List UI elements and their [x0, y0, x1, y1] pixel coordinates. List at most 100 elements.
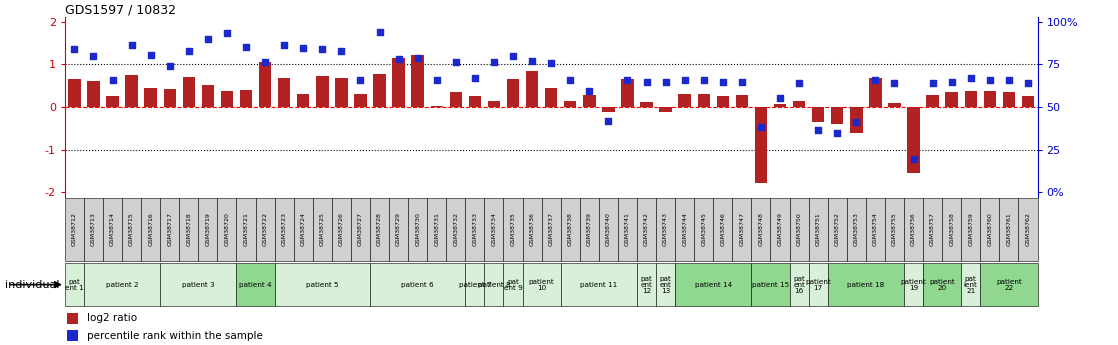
Point	[1018, 81, 1036, 86]
Bar	[923, 263, 961, 306]
Bar	[793, 101, 805, 107]
Bar	[1022, 96, 1034, 107]
Bar	[656, 263, 675, 306]
Bar	[430, 106, 443, 107]
Point	[485, 59, 503, 65]
Text: GSM38744: GSM38744	[682, 213, 688, 246]
Bar	[637, 198, 656, 261]
Text: GSM38721: GSM38721	[244, 213, 248, 246]
Text: GSM38716: GSM38716	[149, 213, 153, 246]
Text: GSM38736: GSM38736	[530, 213, 534, 246]
Bar	[313, 198, 332, 261]
Bar	[927, 95, 939, 107]
Bar	[865, 198, 885, 261]
Bar	[160, 198, 179, 261]
Point	[313, 47, 331, 52]
Bar	[522, 198, 541, 261]
Point	[752, 125, 770, 130]
Bar	[565, 101, 577, 107]
Text: GDS1597 / 10832: GDS1597 / 10832	[65, 3, 176, 16]
Text: GSM38743: GSM38743	[663, 213, 669, 246]
Point	[523, 58, 541, 63]
Bar	[641, 102, 653, 107]
Text: GSM38758: GSM38758	[949, 213, 954, 246]
Bar	[392, 58, 405, 107]
Bar	[541, 198, 561, 261]
Bar	[106, 96, 119, 107]
Text: pat
ent
12: pat ent 12	[641, 276, 653, 294]
Bar	[942, 198, 961, 261]
Text: pat
ent
13: pat ent 13	[660, 276, 672, 294]
Point	[714, 79, 732, 85]
Bar	[1018, 198, 1038, 261]
Point	[828, 131, 846, 136]
Bar	[198, 198, 217, 261]
Bar	[580, 198, 599, 261]
Text: GSM38715: GSM38715	[129, 213, 134, 246]
Bar	[946, 92, 958, 107]
Text: GSM38761: GSM38761	[1006, 213, 1012, 246]
Text: patient
20: patient 20	[929, 279, 955, 290]
Bar	[675, 198, 694, 261]
Bar	[869, 78, 882, 107]
Text: GSM38719: GSM38719	[206, 213, 210, 246]
Bar	[217, 198, 237, 261]
Text: log2 ratio: log2 ratio	[87, 314, 138, 323]
Bar	[484, 198, 503, 261]
Bar	[67, 313, 78, 324]
Bar	[163, 89, 176, 107]
Point	[294, 45, 312, 51]
Bar	[84, 198, 103, 261]
Bar	[144, 88, 157, 107]
Bar	[618, 198, 637, 261]
Text: GSM38726: GSM38726	[339, 213, 344, 246]
Bar	[332, 198, 351, 261]
Bar	[808, 198, 827, 261]
Bar	[259, 62, 272, 107]
Text: GSM38759: GSM38759	[968, 213, 974, 246]
Text: patient 4: patient 4	[239, 282, 272, 288]
Bar	[713, 198, 732, 261]
Bar	[389, 198, 408, 261]
Bar	[354, 94, 367, 107]
Text: percentile rank within the sample: percentile rank within the sample	[87, 331, 263, 341]
Bar	[736, 95, 748, 107]
Bar	[774, 105, 786, 107]
Bar	[984, 91, 996, 107]
Point	[275, 42, 293, 48]
Point	[85, 53, 103, 58]
Bar	[484, 263, 503, 306]
Bar	[656, 198, 675, 261]
Text: GSM38755: GSM38755	[892, 213, 897, 246]
Bar	[506, 79, 519, 107]
Bar	[427, 198, 446, 261]
Text: individual: individual	[4, 280, 59, 289]
Text: GSM38729: GSM38729	[396, 213, 401, 246]
Bar	[561, 198, 580, 261]
Bar	[503, 198, 522, 261]
Text: GSM38737: GSM38737	[549, 213, 553, 246]
Text: GSM38723: GSM38723	[282, 213, 286, 246]
Bar	[125, 75, 138, 107]
Text: patient 11: patient 11	[580, 282, 617, 288]
Bar	[561, 263, 637, 306]
Bar	[544, 88, 558, 107]
Bar	[904, 198, 923, 261]
Point	[733, 79, 751, 85]
Text: GSM38738: GSM38738	[568, 213, 572, 246]
Bar	[961, 263, 980, 306]
Text: GSM38757: GSM38757	[930, 213, 935, 246]
Point	[904, 156, 922, 162]
Text: pat
ent 9: pat ent 9	[503, 279, 522, 290]
Text: GSM38742: GSM38742	[644, 213, 650, 246]
Bar	[789, 263, 808, 306]
Text: patient 8: patient 8	[477, 282, 510, 288]
Bar	[201, 85, 214, 107]
Bar	[87, 81, 100, 107]
Bar	[850, 107, 862, 132]
Text: GSM38756: GSM38756	[911, 213, 916, 246]
Text: patient 14: patient 14	[694, 282, 732, 288]
Text: patient
10: patient 10	[529, 279, 555, 290]
Text: GSM38749: GSM38749	[777, 213, 783, 246]
Point	[847, 119, 865, 125]
